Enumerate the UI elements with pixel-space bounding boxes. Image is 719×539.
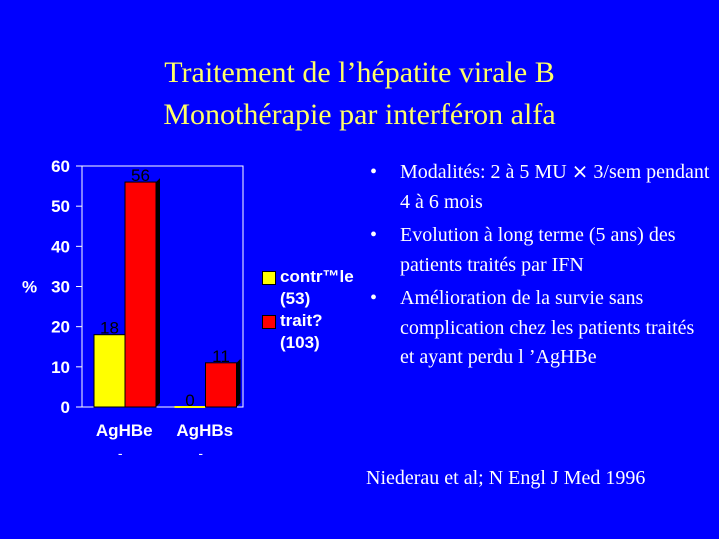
x-tick-label: AgHBs xyxy=(176,421,233,440)
bullet-dot: • xyxy=(370,224,378,246)
x-tick-label-suffix: - xyxy=(118,445,123,461)
bullet-dot: • xyxy=(370,161,378,183)
y-tick-label: 60 xyxy=(51,157,70,176)
y-tick-label: 0 xyxy=(61,398,70,417)
bar-shadow xyxy=(156,178,160,407)
bullet-item: • Evolution à long terme (5 ans) des pat… xyxy=(370,221,710,280)
data-label: 18 xyxy=(100,319,119,338)
y-tick-label: 40 xyxy=(51,237,70,256)
data-label: 56 xyxy=(131,166,150,185)
bullet-item: • Amélioration de la survie sans complic… xyxy=(370,284,710,373)
y-tick-label: 50 xyxy=(51,197,70,216)
bullet-list: • Modalités: 2 à 5 MU ⨯ 3/sem pendant 4 … xyxy=(370,158,710,373)
legend-swatch-control xyxy=(262,271,276,285)
citation: Niederau et al; N Engl J Med 1996 xyxy=(366,467,646,489)
legend-label-treated: trait? xyxy=(280,311,323,330)
x-tick-label-suffix: - xyxy=(198,445,203,461)
y-axis-label: % xyxy=(22,278,37,297)
y-tick-label: 30 xyxy=(51,278,70,297)
y-tick-label: 20 xyxy=(51,318,70,337)
chart-legend: contr™le (53) trait? (103) xyxy=(262,266,354,354)
legend-count-control: (53) xyxy=(280,289,311,308)
legend-item-control: contr™le (53) xyxy=(262,266,354,310)
legend-count-treated: (103) xyxy=(280,333,320,352)
legend-item-treated: trait? (103) xyxy=(262,310,354,354)
legend-label-control: contr™le xyxy=(280,267,354,286)
bar-chart: 0 10 20 30 40 50 60% 18 56 AgHBe - 0 11 AgHBs - xyxy=(22,157,244,461)
slide-title-line1: Traitement de l’hépatite virale B xyxy=(164,56,555,89)
bullet-text: Amélioration de la survie sans complicat… xyxy=(400,287,695,368)
bar-shadow xyxy=(236,358,241,407)
slide-title-line2: Monothérapie par interféron alfa xyxy=(163,98,556,131)
legend-swatch-treated xyxy=(262,315,276,329)
bullet-text: Modalités: 2 à 5 MU ⨯ 3/sem pendant 4 à … xyxy=(400,161,710,213)
y-tick-label: 10 xyxy=(51,358,70,377)
data-label: 11 xyxy=(212,347,230,366)
data-label: 0 xyxy=(185,391,194,410)
bullet-text: Evolution à long terme (5 ans) des patie… xyxy=(400,224,676,276)
bullet-dot: • xyxy=(370,287,378,309)
bullet-item: • Modalités: 2 à 5 MU ⨯ 3/sem pendant 4 … xyxy=(370,158,710,217)
bar xyxy=(93,334,126,408)
x-tick-label: AgHBe xyxy=(96,421,153,440)
bar xyxy=(205,362,237,408)
bar xyxy=(124,181,157,408)
